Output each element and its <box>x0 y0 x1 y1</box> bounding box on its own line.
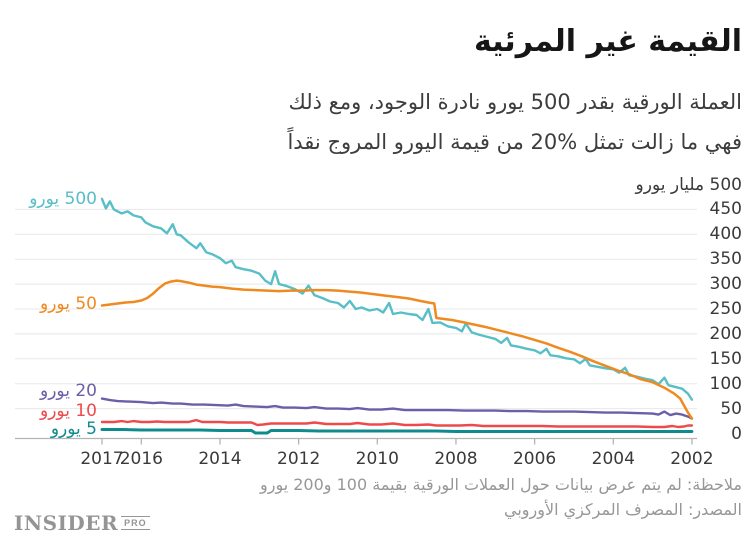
x-tick-label: 2012 <box>277 449 321 469</box>
subtitle-line-1: العملة الورقية بقدر 500 يورو نادرة الوجو… <box>288 90 742 114</box>
series-line-10 <box>100 418 694 429</box>
series-label-50: 50 يورو <box>40 293 97 314</box>
series-line-20 <box>100 397 694 420</box>
chart-note: ملاحظة: لم يتم عرض بيانات حول العملات ال… <box>259 475 742 494</box>
series-label-10: 10 يورو <box>40 401 97 422</box>
x-tick-label: 2006 <box>512 449 557 469</box>
subtitle-line-2: فهي ما زالت تمثل %20 من قيمة اليورو المر… <box>287 130 742 154</box>
y-tick-label: 100 <box>709 373 742 394</box>
x-tick-label: 2008 <box>434 449 478 469</box>
x-tick-label: 2002 <box>670 449 714 469</box>
y-tick-label: 450 <box>709 199 742 220</box>
y-tick-label: 50 <box>720 398 742 419</box>
insider-pro-logo: INSIDER PRO <box>14 511 150 535</box>
x-tick-label: 2016 <box>119 449 163 469</box>
y-tick-label: 0 <box>731 423 742 444</box>
y-tick-label: 150 <box>709 348 742 369</box>
x-tick-label: 2004 <box>591 449 635 469</box>
subtitle: العملة الورقية بقدر 500 يورو نادرة الوجو… <box>287 82 742 162</box>
y-tick-label: 500 مليار يورو <box>635 174 742 195</box>
y-tick-label: 350 <box>709 249 742 270</box>
x-tick-label: 2017 <box>80 449 124 469</box>
y-tick-label: 250 <box>709 299 742 319</box>
chart-source: المصدر: المصرف المركزي الأوروبي <box>504 500 742 519</box>
series-line-50 <box>100 279 694 420</box>
series-label-500: 500 يورو <box>29 188 97 209</box>
x-tick-label: 2014 <box>198 449 242 469</box>
series-line-500 <box>100 197 694 401</box>
series-label-20: 20 يورو <box>40 380 97 401</box>
series-label-5: 5 يورو <box>50 418 97 439</box>
y-tick-label: 300 <box>709 274 742 295</box>
logo-insider-text: INSIDER <box>14 511 119 535</box>
y-tick-label: 400 <box>709 224 742 245</box>
logo-pro-badge: PRO <box>121 515 150 531</box>
x-tick-label: 2010 <box>355 449 399 469</box>
series-line-5 <box>100 428 694 435</box>
page-title: القيمة غير المرئية <box>473 24 742 59</box>
y-tick-label: 200 <box>709 323 742 344</box>
